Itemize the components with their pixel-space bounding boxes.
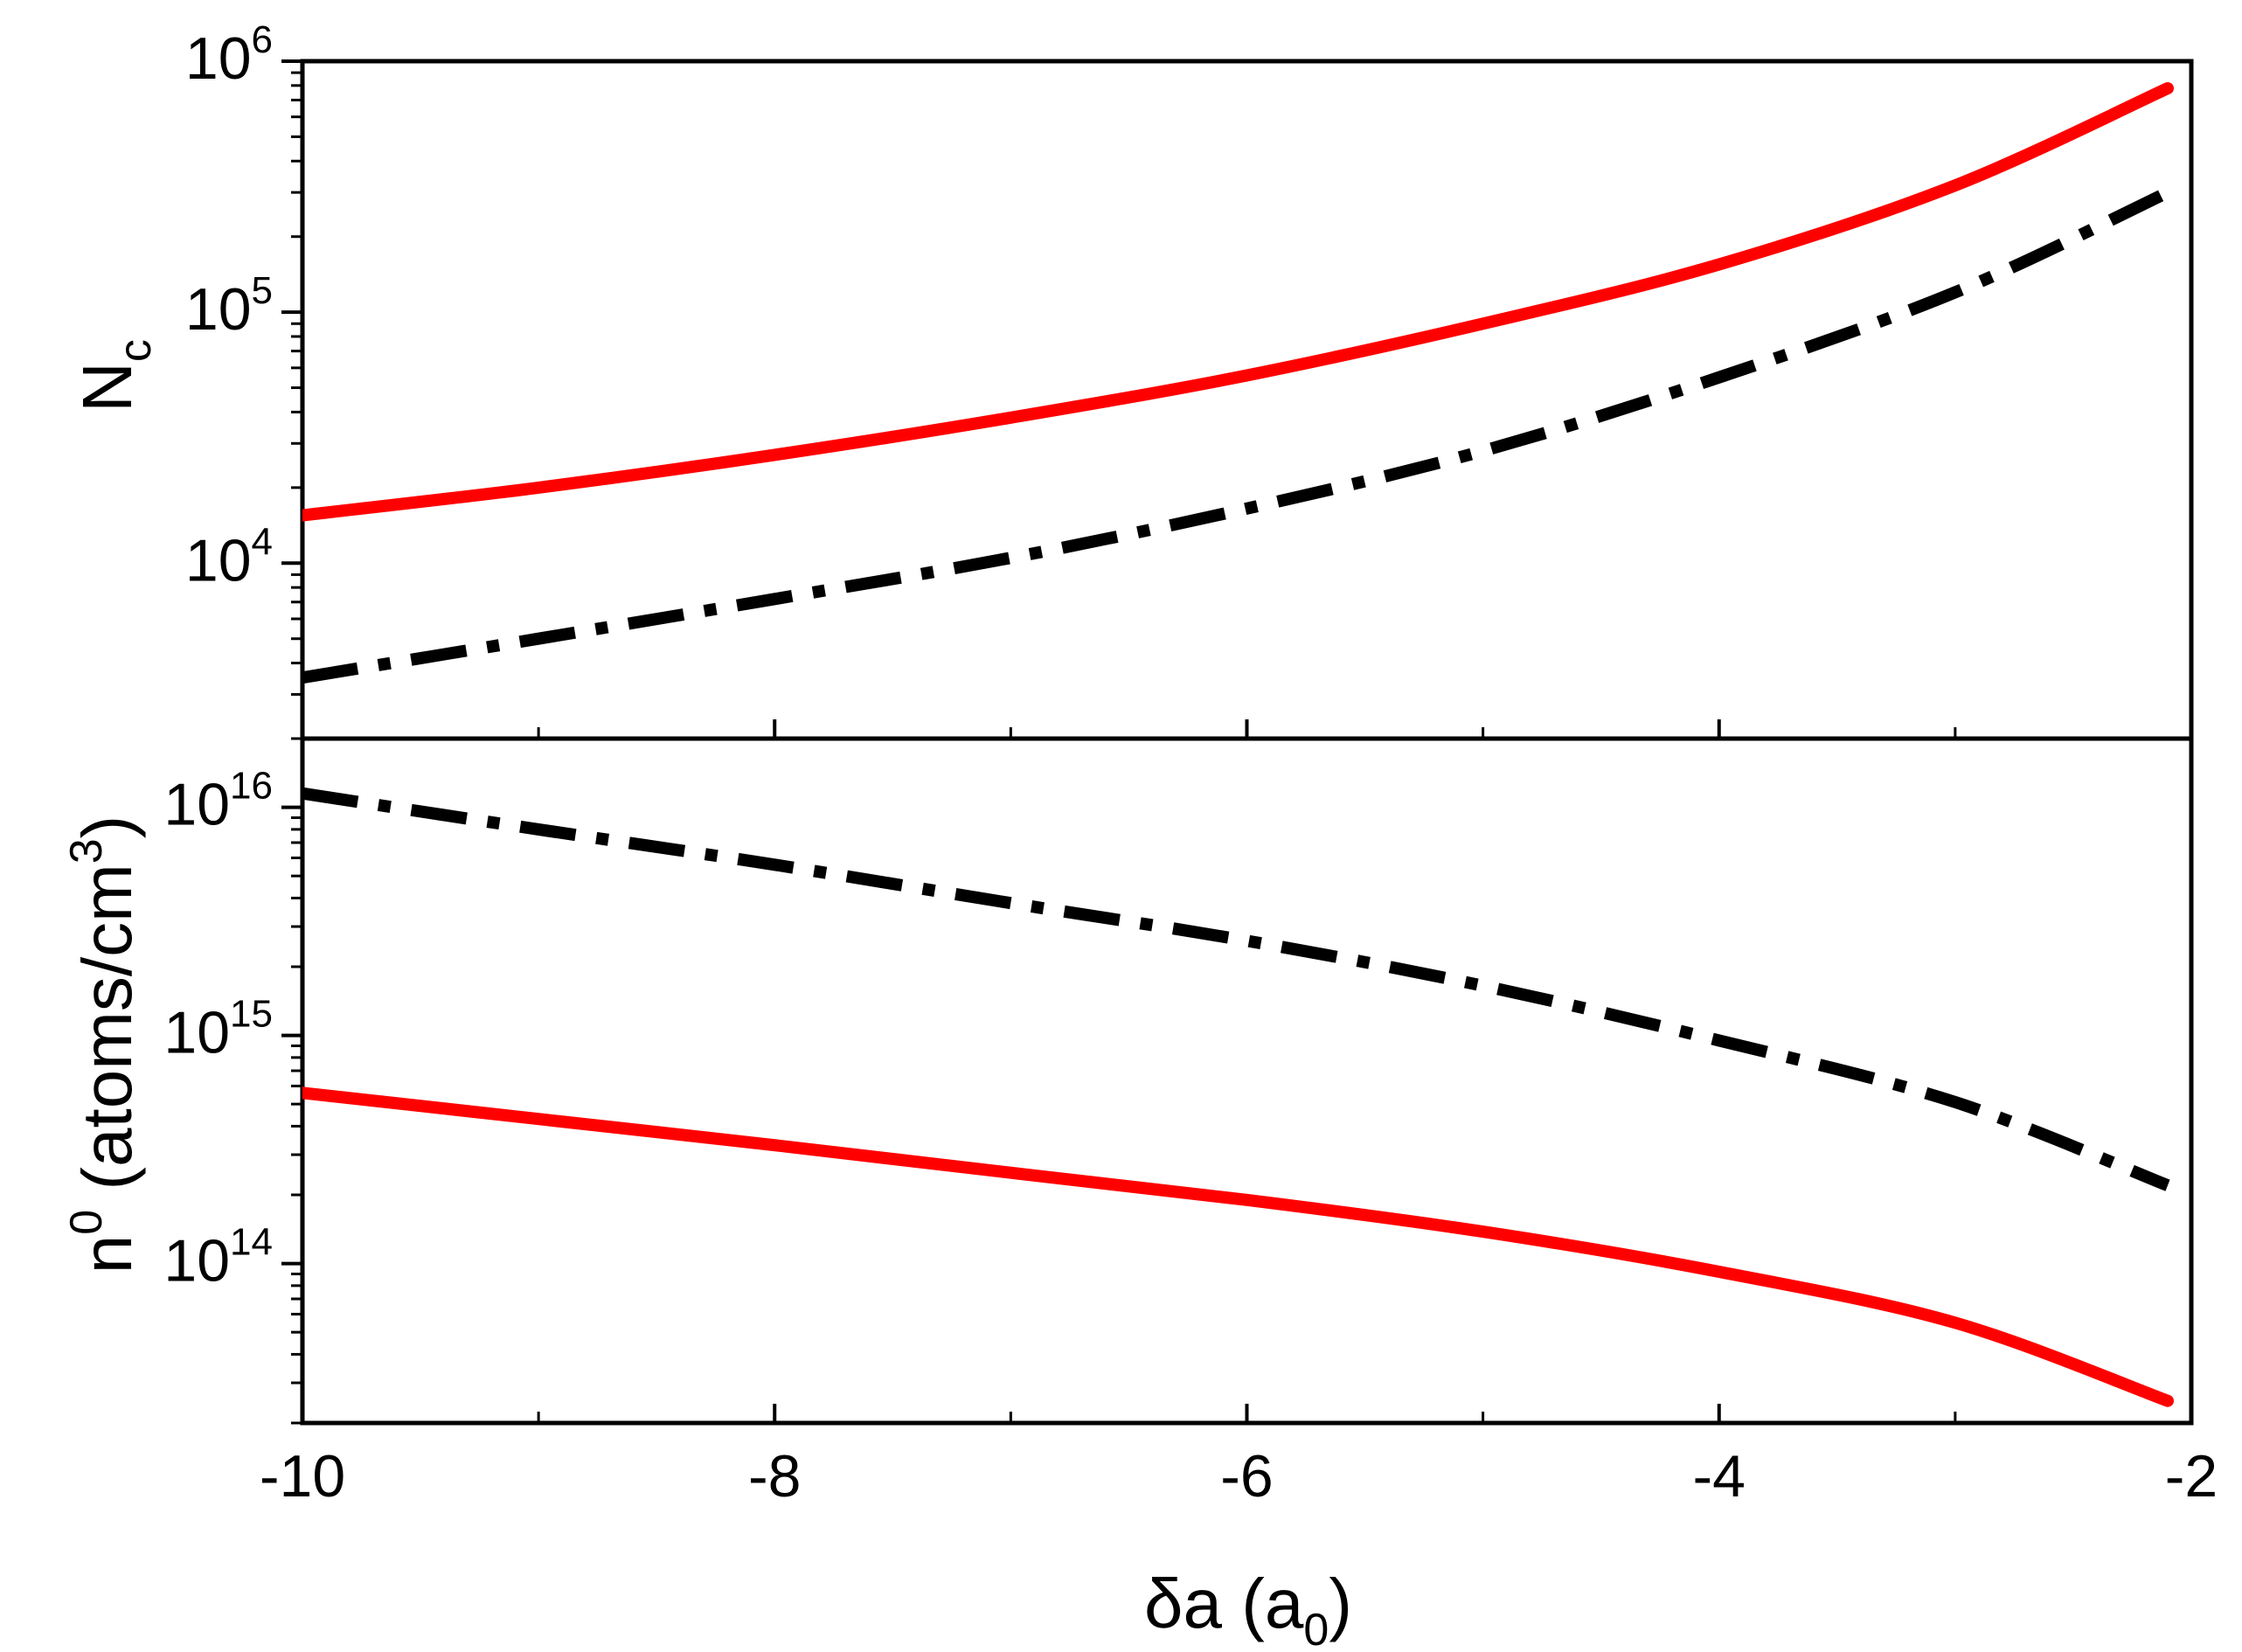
series-line-dash-dot [302,186,2170,684]
y-tick-label: 1016 [163,765,273,838]
series-line-solid [302,1086,2174,1407]
x-tick-label: -2 [2165,1443,2218,1510]
plot-frame [300,736,2194,1426]
x-tick-label: -8 [748,1443,801,1510]
y-tick-label: 105 [185,269,273,343]
x-axis-label: δa (a0) [1144,1565,1352,1652]
top-panel: 104 105 106 [185,18,2194,741]
x-tick-label: -6 [1220,1443,1273,1510]
y-tick-label: 104 [185,520,273,593]
top-y-axis-label: Nc [68,339,161,413]
y-tick-label: 106 [185,18,273,92]
x-tick-label: -4 [1693,1443,1746,1510]
series-line-solid [302,82,2174,522]
bottom-panel: 1014 1015 1016 -10 -8 -6 -4 -2 [163,736,2218,1510]
x-tick-label: -10 [260,1443,345,1510]
bottom-y-axis-label: n0 (atoms/cm3) [61,816,146,1274]
y-tick-label: 1014 [163,1221,273,1295]
plot-frame [300,59,2194,741]
y-tick-label: 1015 [163,993,273,1066]
